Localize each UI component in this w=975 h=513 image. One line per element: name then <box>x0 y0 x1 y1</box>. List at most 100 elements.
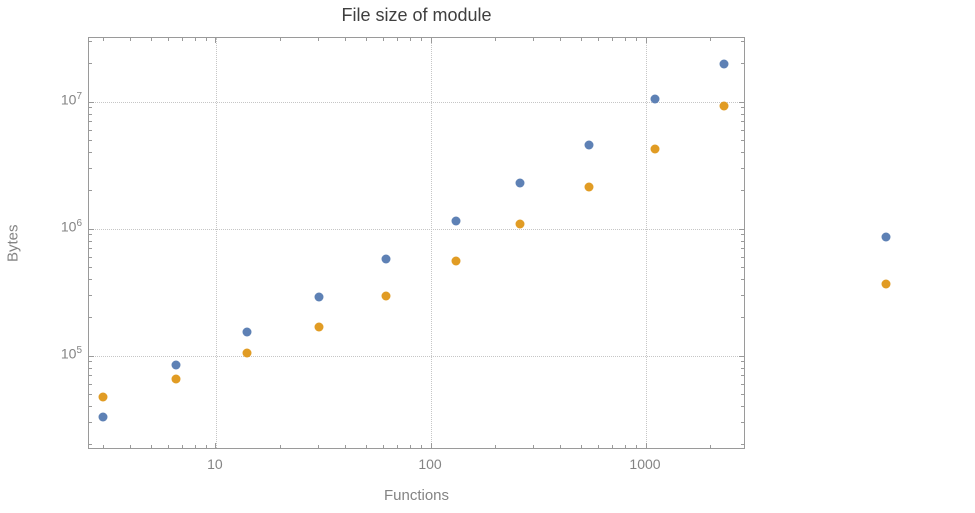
tick-mark <box>205 38 207 41</box>
tick-mark <box>365 445 367 448</box>
tick-mark <box>89 129 92 131</box>
tick-mark <box>741 375 744 377</box>
tick-mark <box>741 152 744 153</box>
tick-mark <box>129 38 131 41</box>
tick-mark <box>635 38 637 41</box>
data-point-blue <box>242 327 252 337</box>
data-point-blue <box>719 59 729 69</box>
tick-mark <box>102 38 104 41</box>
tick-mark <box>741 294 744 296</box>
tick-mark <box>280 445 282 448</box>
data-point-orange <box>381 291 391 301</box>
tick-mark <box>194 445 196 448</box>
grid-line-y <box>89 356 744 357</box>
tick-mark <box>89 444 92 446</box>
x-tick-label: 1000 <box>629 456 661 472</box>
tick-mark <box>741 421 744 423</box>
tick-mark <box>89 40 92 42</box>
tick-mark <box>150 445 152 448</box>
grid-line-x <box>431 38 432 448</box>
data-point-blue <box>171 360 181 370</box>
tick-mark <box>318 38 319 41</box>
y-axis-label: Bytes <box>4 224 22 262</box>
tick-mark <box>741 279 744 280</box>
tick-mark <box>741 63 744 65</box>
tick-mark <box>612 38 614 41</box>
tick-mark <box>280 38 282 41</box>
tick-mark <box>597 445 599 448</box>
tick-mark <box>420 445 422 448</box>
tick-mark <box>739 101 744 103</box>
tick-mark <box>89 240 92 242</box>
tick-mark <box>89 228 94 230</box>
tick-mark <box>710 38 712 41</box>
x-axis-label: Functions <box>383 487 450 504</box>
tick-mark <box>89 393 92 395</box>
data-point-blue <box>98 412 108 422</box>
data-point-blue <box>881 232 891 242</box>
tick-mark <box>741 121 744 123</box>
tick-mark <box>741 406 744 408</box>
tick-mark <box>89 367 92 369</box>
grid-line-x <box>646 38 647 448</box>
tick-mark <box>102 445 104 448</box>
tick-mark <box>741 167 744 169</box>
tick-mark <box>89 383 92 385</box>
chart-title: File size of module <box>341 5 492 25</box>
data-point-orange <box>584 182 593 192</box>
grid-line-y <box>89 102 744 103</box>
tick-mark <box>89 266 92 268</box>
tick-mark <box>741 248 744 250</box>
tick-mark <box>741 383 744 385</box>
tick-mark <box>409 38 411 41</box>
tick-mark <box>645 443 647 448</box>
tick-mark <box>741 234 744 236</box>
plot-area <box>88 37 891 449</box>
data-point-blue <box>650 94 660 104</box>
tick-mark <box>533 38 535 41</box>
tick-mark <box>89 101 94 103</box>
data-point-orange <box>451 256 460 266</box>
tick-mark <box>129 445 131 448</box>
tick-mark <box>89 375 92 377</box>
tick-mark <box>89 248 92 250</box>
tick-mark <box>365 38 367 41</box>
tick-mark <box>741 139 744 141</box>
tick-mark <box>495 445 497 448</box>
tick-mark <box>495 38 497 41</box>
data-point-orange <box>314 322 323 332</box>
tick-mark <box>89 167 92 169</box>
data-point-orange <box>719 101 729 111</box>
tick-mark <box>635 445 637 448</box>
tick-mark <box>167 38 169 41</box>
tick-mark <box>624 445 626 448</box>
tick-mark <box>89 421 92 423</box>
tick-mark <box>89 279 92 280</box>
x-tick-label: 10 <box>207 456 223 472</box>
tick-mark <box>344 445 346 448</box>
tick-mark <box>430 38 432 43</box>
tick-mark <box>215 38 217 43</box>
tick-mark <box>533 445 535 448</box>
data-point-blue <box>314 292 323 302</box>
tick-mark <box>194 38 196 41</box>
tick-mark <box>741 367 744 369</box>
tick-mark <box>741 444 744 446</box>
tick-mark <box>89 63 92 65</box>
data-point-orange <box>242 348 252 358</box>
x-tick-label: 100 <box>418 456 442 472</box>
tick-mark <box>741 190 744 192</box>
tick-mark <box>559 38 561 41</box>
tick-mark <box>89 190 92 192</box>
tick-mark <box>420 38 422 41</box>
tick-mark <box>89 256 92 258</box>
data-point-blue <box>451 216 460 226</box>
y-tick-label: 105 <box>60 345 82 362</box>
tick-mark <box>624 38 626 41</box>
tick-mark <box>89 294 92 296</box>
tick-mark <box>89 139 92 141</box>
tick-mark <box>150 38 152 41</box>
tick-mark <box>741 317 744 319</box>
tick-mark <box>89 355 94 357</box>
